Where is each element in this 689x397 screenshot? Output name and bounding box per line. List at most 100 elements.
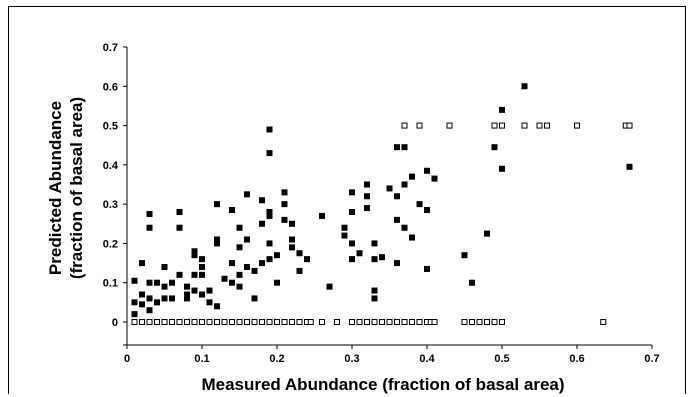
- open-point: [416, 319, 423, 325]
- filled-point: [229, 279, 235, 286]
- open-point: [600, 319, 607, 325]
- open-point: [461, 319, 468, 325]
- filled-point: [349, 209, 355, 215]
- open-point: [401, 319, 408, 325]
- open-point: [139, 319, 145, 325]
- open-point: [307, 319, 314, 325]
- data-points: [131, 83, 633, 325]
- filled-point: [371, 256, 378, 263]
- filled-point: [341, 232, 348, 239]
- filled-point: [461, 252, 468, 259]
- x-tick-label: 0.5: [494, 353, 509, 365]
- filled-point: [319, 212, 325, 219]
- open-point: [416, 122, 423, 129]
- filled-point: [146, 210, 153, 217]
- filled-point: [191, 252, 198, 259]
- filled-point: [176, 271, 183, 278]
- x-tick-label: 0.7: [644, 353, 659, 365]
- filled-point: [154, 279, 160, 286]
- open-point: [146, 319, 153, 325]
- filled-point: [281, 189, 288, 196]
- open-point: [334, 319, 340, 325]
- open-point: [184, 319, 190, 325]
- filled-point: [139, 291, 145, 298]
- filled-point: [169, 295, 175, 302]
- filled-point: [131, 277, 138, 284]
- y-tick-label: 0.1: [103, 278, 118, 290]
- filled-point: [184, 283, 190, 290]
- y-axis: 0 0.1 0.2 0.3 0.4 0.5 0.6 0.7: [103, 42, 128, 346]
- x-tick-label: 0.6: [569, 353, 584, 365]
- filled-point: [379, 254, 385, 261]
- open-point: [296, 319, 303, 325]
- open-point: [379, 319, 385, 325]
- filled-point: [289, 220, 295, 227]
- open-point: [476, 319, 483, 325]
- y-tick-label: 0.5: [103, 121, 118, 133]
- filled-point: [401, 144, 408, 151]
- open-point: [206, 319, 213, 325]
- filled-point: [161, 283, 168, 290]
- filled-point: [304, 256, 310, 263]
- filled-point: [251, 267, 258, 274]
- filled-point: [131, 299, 138, 306]
- open-point: [251, 319, 258, 325]
- open-point: [191, 319, 198, 325]
- open-point: [491, 122, 498, 129]
- filled-point: [169, 279, 175, 286]
- filled-point: [199, 264, 205, 270]
- filled-point: [281, 201, 288, 208]
- filled-point: [214, 201, 220, 208]
- filled-point: [161, 295, 168, 302]
- filled-point: [154, 299, 160, 306]
- x-tick-label: 0.1: [194, 353, 209, 365]
- filled-point: [484, 230, 490, 237]
- y-tick-label: 0.3: [103, 199, 118, 211]
- filled-point: [229, 260, 235, 267]
- filled-point: [139, 301, 145, 308]
- y-axis-title-line2: (fraction of basal area): [67, 97, 86, 279]
- open-point: [161, 319, 168, 325]
- open-point: [469, 319, 475, 325]
- open-point: [236, 319, 243, 325]
- open-point: [574, 122, 580, 129]
- open-point: [169, 319, 175, 325]
- open-point: [274, 319, 280, 325]
- filled-point: [424, 207, 430, 214]
- y-axis-title-line1: Predicted Abundance: [46, 101, 65, 275]
- filled-point: [221, 275, 228, 282]
- open-point: [431, 319, 438, 325]
- filled-point: [214, 236, 220, 243]
- x-tick-label: 0.4: [419, 353, 435, 365]
- filled-point: [206, 299, 213, 306]
- filled-point: [424, 265, 430, 272]
- filled-point: [289, 244, 295, 251]
- filled-point: [244, 191, 250, 198]
- filled-point: [394, 216, 400, 223]
- x-axis: 0 0.1 0.2 0.3 0.4 0.5 0.6 0.7: [124, 344, 660, 365]
- y-tick-label: 0.4: [103, 160, 119, 172]
- filled-point: [191, 287, 198, 294]
- filled-point: [394, 260, 400, 267]
- open-point: [229, 319, 235, 325]
- filled-point: [364, 205, 370, 212]
- filled-point: [236, 283, 243, 290]
- filled-point: [364, 181, 370, 188]
- filled-point: [191, 248, 198, 255]
- filled-point: [386, 185, 393, 192]
- filled-point: [424, 167, 430, 174]
- open-point: [626, 122, 633, 129]
- open-point: [356, 319, 363, 325]
- filled-point: [491, 144, 498, 151]
- filled-point: [199, 291, 205, 298]
- x-tick-label: 0.2: [269, 353, 284, 365]
- open-point: [319, 319, 325, 325]
- open-point: [544, 122, 550, 129]
- filled-point: [214, 303, 220, 310]
- filled-point: [401, 224, 408, 231]
- filled-point: [146, 279, 153, 286]
- open-point: [499, 319, 505, 325]
- open-point: [266, 319, 273, 325]
- filled-point: [371, 240, 378, 247]
- filled-point: [274, 252, 280, 259]
